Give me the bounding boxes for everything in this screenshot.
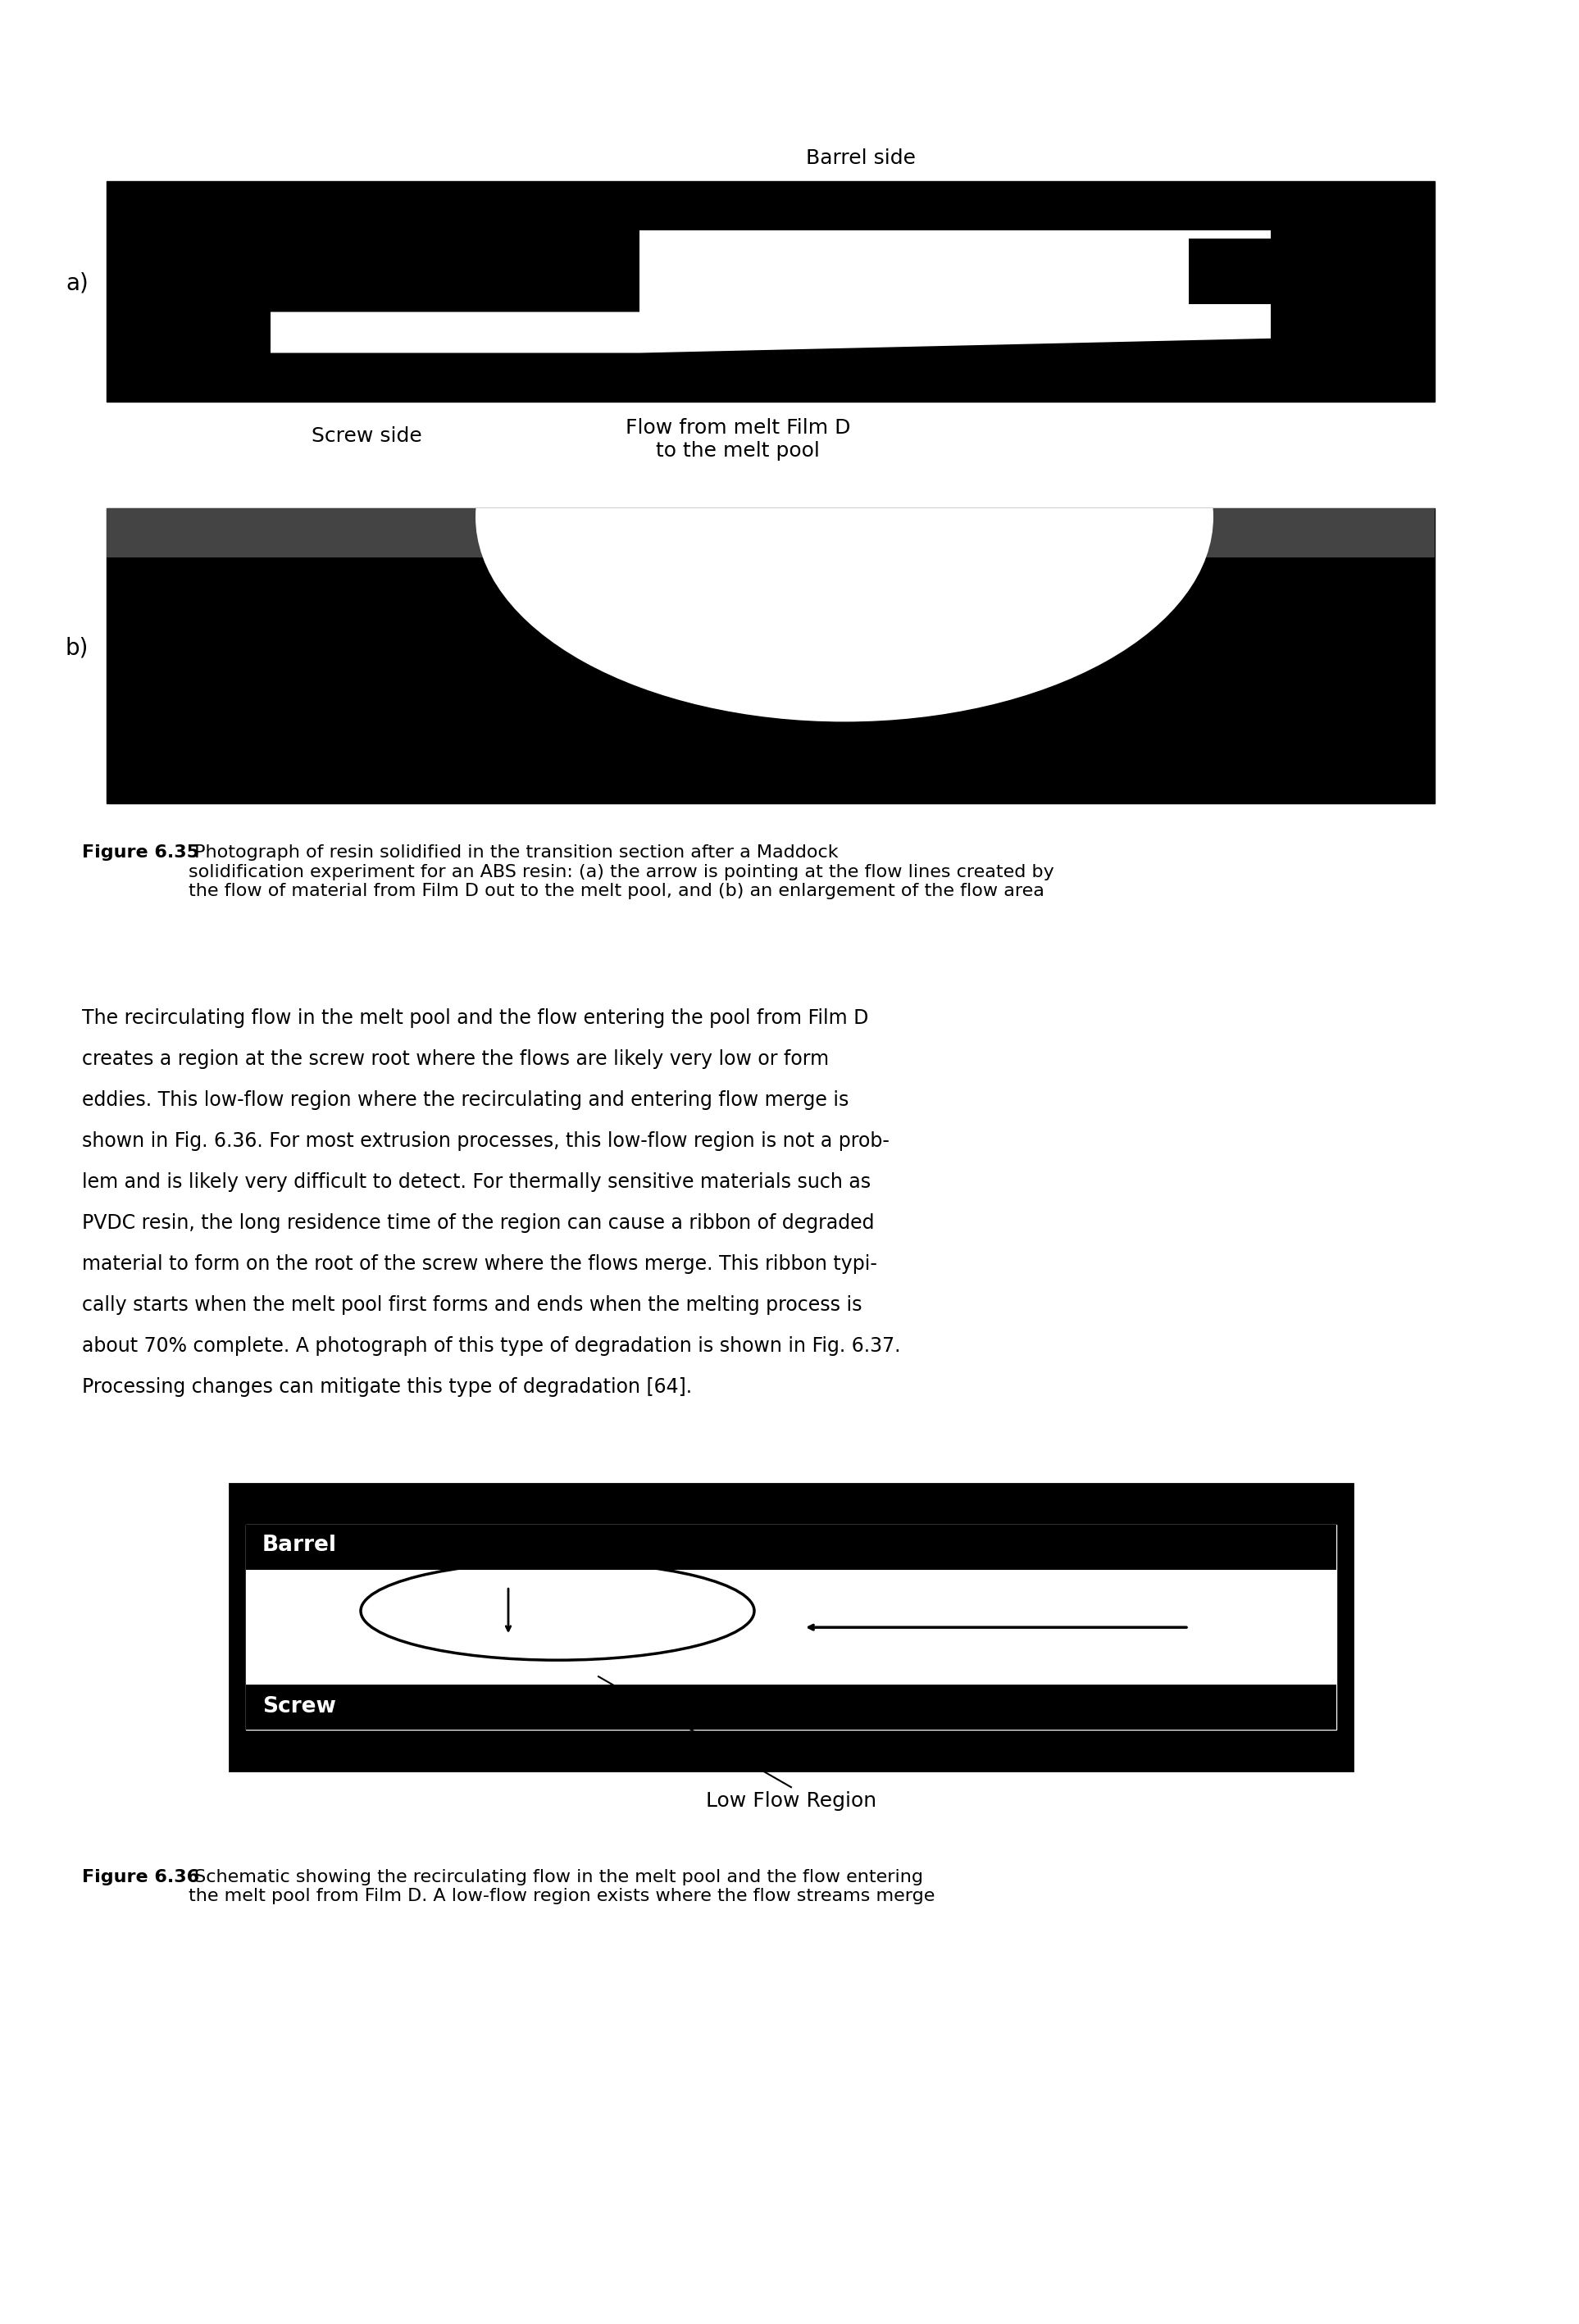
- Bar: [106, 181, 1435, 230]
- Ellipse shape: [475, 311, 1213, 723]
- Text: b): b): [66, 637, 88, 660]
- Text: creates a region at the screw root where the flows are likely very low or form: creates a region at the screw root where…: [82, 1050, 829, 1069]
- Text: Figure 6.36: Figure 6.36: [82, 1868, 199, 1885]
- Text: Processing changes can mitigate this type of degradation [64].: Processing changes can mitigate this typ…: [82, 1378, 692, 1397]
- Bar: [106, 181, 270, 402]
- Text: Flow from melt Film D
to the melt pool: Flow from melt Film D to the melt pool: [625, 418, 851, 460]
- Text: Screw: Screw: [262, 1697, 336, 1717]
- Text: PVDC resin, the long residence time of the region can cause a ribbon of degraded: PVDC resin, the long residence time of t…: [82, 1213, 875, 1234]
- Text: Low Flow Region: Low Flow Region: [706, 1792, 876, 1810]
- Text: Barrel side: Barrel side: [805, 149, 916, 167]
- Text: 6.6  Solid Bed Breakup: 6.6 Solid Bed Breakup: [916, 42, 1150, 63]
- Bar: [106, 509, 1435, 804]
- Text: Photograph of resin solidified in the transition section after a Maddock
solidif: Photograph of resin solidified in the tr…: [188, 844, 1055, 899]
- Text: Figure 6.35: Figure 6.35: [82, 844, 199, 862]
- Text: material to form on the root of the screw where the flows merge. This ribbon typ: material to form on the root of the scre…: [82, 1255, 876, 1274]
- Text: lem and is likely very difficult to detect. For thermally sensitive materials su: lem and is likely very difficult to dete…: [82, 1174, 870, 1192]
- Text: about 70% complete. A photograph of this type of degradation is shown in Fig. 6.: about 70% complete. A photograph of this…: [82, 1336, 900, 1357]
- Text: Barrel: Barrel: [262, 1534, 336, 1557]
- Bar: [246, 1525, 1336, 1571]
- Bar: [229, 1485, 1353, 1771]
- Bar: [106, 509, 1435, 804]
- Bar: [106, 181, 1435, 402]
- Text: eddies. This low-flow region where the recirculating and entering flow merge is: eddies. This low-flow region where the r…: [82, 1090, 850, 1111]
- Bar: [106, 509, 1435, 804]
- Bar: [106, 509, 1435, 558]
- Bar: [1271, 181, 1435, 402]
- Bar: [246, 1525, 1336, 1729]
- Text: shown in Fig. 6.36. For most extrusion processes, this low-flow region is not a : shown in Fig. 6.36. For most extrusion p…: [82, 1132, 889, 1150]
- Text: Screw side: Screw side: [311, 428, 422, 446]
- Bar: [1189, 237, 1312, 304]
- Text: cally starts when the melt pool first forms and ends when the melting process is: cally starts when the melt pool first fo…: [82, 1294, 862, 1315]
- Text: Schematic showing the recirculating flow in the melt pool and the flow entering
: Schematic showing the recirculating flow…: [188, 1868, 935, 1906]
- Text: 237: 237: [1453, 40, 1505, 65]
- Bar: [246, 1685, 1336, 1729]
- Bar: [106, 337, 1435, 402]
- Text: a): a): [66, 272, 88, 295]
- FancyBboxPatch shape: [270, 214, 639, 353]
- Polygon shape: [270, 288, 1353, 353]
- Text: The recirculating flow in the melt pool and the flow entering the pool from Film: The recirculating flow in the melt pool …: [82, 1009, 868, 1027]
